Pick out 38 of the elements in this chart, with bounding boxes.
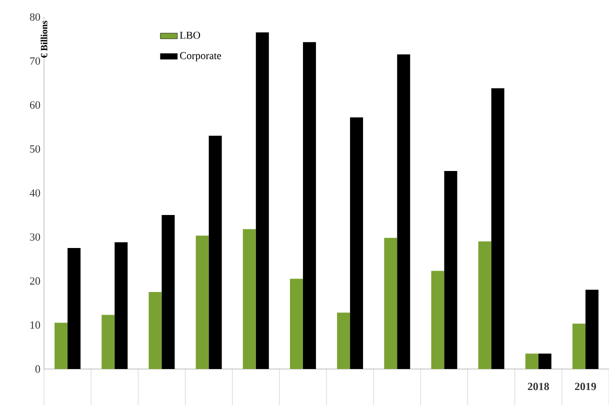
bar bbox=[384, 238, 398, 369]
x-tick-label: 2019 bbox=[574, 382, 596, 390]
bar bbox=[431, 270, 444, 369]
bar bbox=[68, 248, 81, 369]
bar bbox=[148, 292, 162, 369]
bar bbox=[256, 32, 269, 369]
bar bbox=[525, 354, 538, 369]
y-tick-label: 60 bbox=[30, 101, 40, 109]
bar bbox=[302, 42, 316, 369]
bar bbox=[444, 171, 458, 369]
bar bbox=[572, 324, 586, 369]
bar bbox=[196, 236, 209, 369]
y-tick-label: 0 bbox=[35, 365, 40, 373]
bar bbox=[350, 117, 364, 369]
bar bbox=[538, 354, 552, 369]
legend-label: Corporate bbox=[180, 52, 222, 62]
bar bbox=[208, 136, 222, 369]
y-tick-label: 10 bbox=[30, 321, 40, 329]
y-tick-label: 70 bbox=[30, 57, 40, 65]
bar bbox=[54, 322, 68, 369]
bar bbox=[290, 278, 303, 369]
y-tick-label: 20 bbox=[30, 277, 40, 285]
bar bbox=[162, 215, 175, 369]
bar bbox=[337, 312, 350, 369]
bar bbox=[397, 54, 410, 369]
bar bbox=[478, 241, 492, 369]
x-tick-label: 2018 bbox=[528, 382, 549, 390]
bar bbox=[491, 88, 504, 369]
y-tick-label: 40 bbox=[30, 189, 40, 197]
legend-label: LBO bbox=[180, 32, 200, 39]
bar bbox=[242, 229, 256, 369]
bar bbox=[102, 314, 115, 369]
bar bbox=[114, 242, 128, 369]
y-tick-label: 50 bbox=[30, 145, 40, 153]
y-tick-label: 30 bbox=[30, 233, 40, 241]
y-axis-title: € Billions bbox=[40, 20, 48, 58]
y-tick-label: 80 bbox=[30, 13, 40, 21]
bar bbox=[585, 290, 598, 369]
